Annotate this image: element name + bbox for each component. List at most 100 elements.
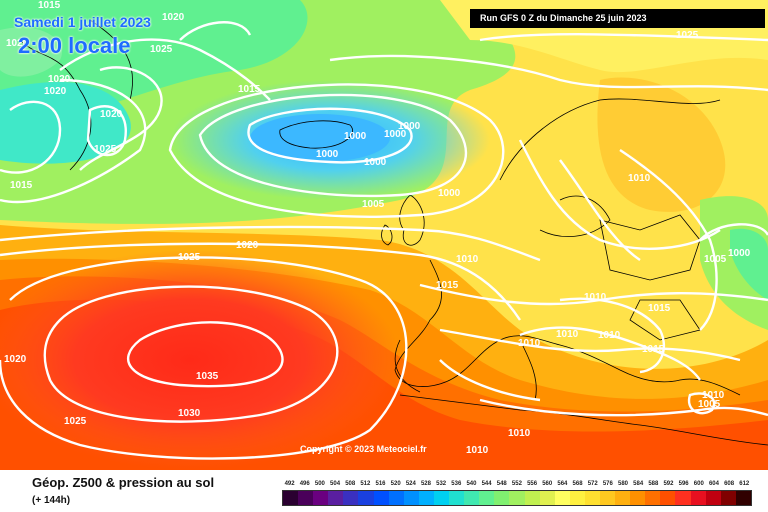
- forecast-time: 2:00 locale: [18, 33, 131, 58]
- scale-label: 584: [633, 481, 644, 487]
- isobar-label: 1005: [704, 254, 727, 265]
- scale-swatch: [630, 491, 646, 505]
- scale-swatch: [675, 491, 691, 505]
- scale-label: 600: [693, 481, 704, 487]
- scale-swatch: [539, 491, 555, 505]
- scale-label: 528: [420, 481, 431, 487]
- scale-label: 508: [345, 481, 356, 487]
- isobar-label: 1010: [456, 254, 479, 265]
- scale-swatch: [358, 491, 374, 505]
- scale-swatch: [403, 491, 419, 505]
- scale-label: 496: [299, 481, 310, 487]
- scale-swatch: [584, 491, 600, 505]
- isobar-label: 1010: [556, 329, 579, 340]
- scale-label: 572: [587, 481, 598, 487]
- scale-swatch: [298, 491, 314, 505]
- scale-label: 532: [436, 481, 447, 487]
- scale-label: 540: [466, 481, 477, 487]
- isobar-label: 1005: [698, 399, 721, 410]
- scale-label: 492: [284, 481, 295, 487]
- scale-swatch: [554, 491, 570, 505]
- isobar-label: 1010: [508, 428, 531, 439]
- isobar-label: 1015: [642, 344, 665, 355]
- isobar-label: 1030: [178, 408, 201, 419]
- scale-swatch: [569, 491, 585, 505]
- isobar-label: 1000: [398, 121, 421, 132]
- isobar-label: 1000: [728, 248, 751, 259]
- color-scale-bar: [282, 490, 752, 506]
- scale-swatch: [418, 491, 434, 505]
- scale-label: 592: [663, 481, 674, 487]
- isobar-labels: 1015 1020 1025 1020 1020 1020 1025 1015 …: [4, 0, 751, 456]
- scale-label: 596: [678, 481, 689, 487]
- isobar-label: 1000: [344, 131, 367, 142]
- scale-label: 588: [648, 481, 659, 487]
- isobar-label: 1025: [150, 44, 173, 55]
- scale-swatch: [328, 491, 344, 505]
- isobar-label: 1000: [316, 149, 339, 160]
- map-title: Géop. Z500 & pression au sol: [32, 475, 215, 490]
- scale-label: 512: [360, 481, 371, 487]
- scale-label: 552: [511, 481, 522, 487]
- forecast-date: Samedi 1 juillet 2023: [14, 14, 151, 30]
- forecast-lead-time: (+ 144h): [32, 495, 71, 506]
- scale-label: 612: [739, 481, 750, 487]
- isobar-label: 1015: [436, 280, 459, 291]
- scale-label: 604: [708, 481, 719, 487]
- scale-label: 580: [618, 481, 629, 487]
- isobar-label: 1005: [362, 199, 385, 210]
- geopotential-field: [0, 0, 768, 470]
- isobar-label: 1025: [676, 30, 699, 41]
- scale-label: 500: [314, 481, 325, 487]
- isobars: [0, 21, 768, 460]
- scale-label: 544: [481, 481, 492, 487]
- scale-swatch: [645, 491, 661, 505]
- isobar-label: 1000: [364, 157, 387, 168]
- scale-swatch: [464, 491, 480, 505]
- isobar-label: 1015: [238, 84, 261, 95]
- isobar-label: 1020: [100, 109, 123, 120]
- scale-label: 560: [542, 481, 553, 487]
- scale-swatch: [509, 491, 525, 505]
- isobar-label: 1020: [48, 74, 71, 85]
- scale-swatch: [524, 491, 540, 505]
- isobar-label: 1020: [236, 240, 259, 251]
- isobar-label: 1010: [702, 390, 725, 401]
- scale-label: 576: [602, 481, 613, 487]
- isobar-label: 1010: [628, 173, 651, 184]
- scale-label: 564: [557, 481, 568, 487]
- scale-swatch: [479, 491, 495, 505]
- isobar-label: 1020: [4, 354, 27, 365]
- scale-swatch: [720, 491, 736, 505]
- weather-map[interactable]: 1015 1020 1025 1020 1020 1020 1025 1015 …: [0, 0, 768, 470]
- isobar-label: 1025: [64, 416, 87, 427]
- scale-swatch: [660, 491, 676, 505]
- scale-label: 568: [572, 481, 583, 487]
- color-scale-labels: 492 496 500 504 508 512 516 520 524 528 532 536 540 5…: [282, 479, 752, 490]
- isobar-label: 1020: [162, 12, 185, 23]
- isobar-label: 1000: [438, 188, 461, 199]
- isobar-label: 1010: [518, 338, 541, 349]
- isobar-label: 1015: [38, 0, 61, 11]
- scale-swatch: [494, 491, 510, 505]
- map-footer: Géop. Z500 & pression au sol (+ 144h) 49…: [0, 470, 768, 512]
- isobar-label: 1020: [6, 38, 29, 49]
- scale-label: 548: [496, 481, 507, 487]
- scale-swatch: [705, 491, 721, 505]
- scale-label: 536: [451, 481, 462, 487]
- scale-swatch: [599, 491, 616, 505]
- isobar-label: 1010: [584, 292, 607, 303]
- scale-swatch: [373, 491, 389, 505]
- scale-label: 504: [330, 481, 341, 487]
- scale-label: 520: [390, 481, 401, 487]
- model-run-label: Run GFS 0 Z du Dimanche 25 juin 2023: [470, 9, 765, 28]
- isobar-label: 1025: [94, 144, 117, 155]
- scale-swatch: [283, 491, 299, 505]
- scale-label: 516: [375, 481, 386, 487]
- isobar-label: 1010: [466, 445, 489, 456]
- scale-swatch: [433, 491, 450, 505]
- scale-swatch: [690, 491, 706, 505]
- scale-swatch: [388, 491, 404, 505]
- isobar-label: 1020: [44, 86, 67, 97]
- isobar-label: 1015: [10, 180, 33, 191]
